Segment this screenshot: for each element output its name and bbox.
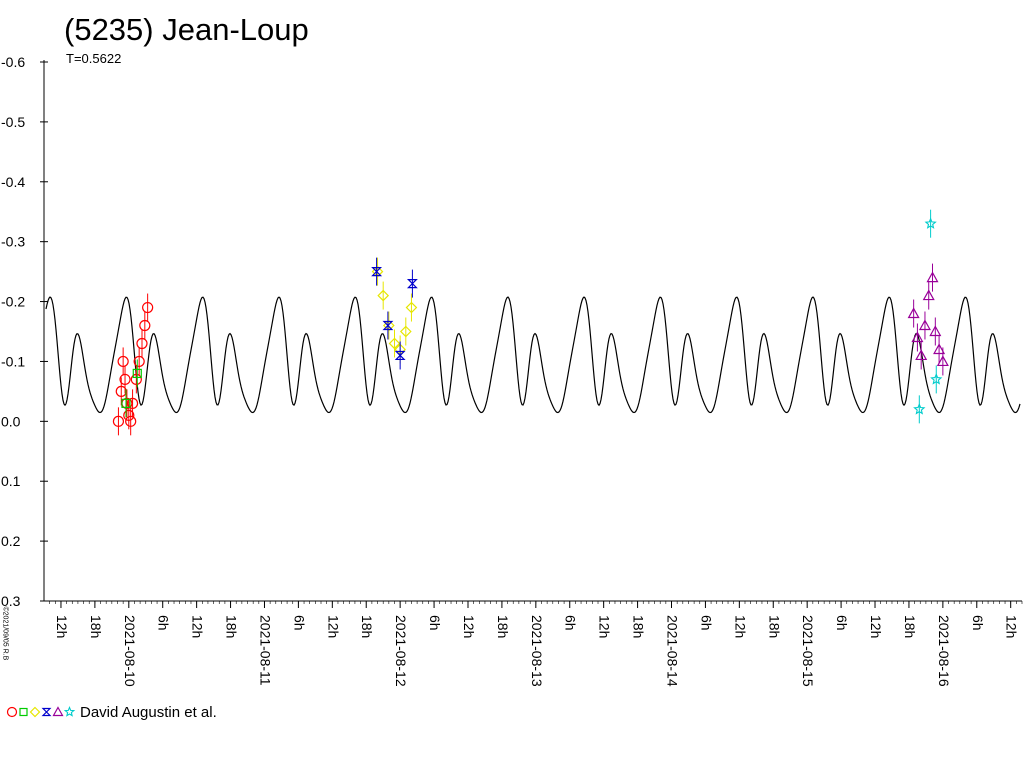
legend-marker-square <box>19 707 28 717</box>
data-point-triangle <box>922 289 935 301</box>
x-tick-label: 18h <box>902 615 918 638</box>
x-tick-label: 6h <box>427 615 443 631</box>
data-point-circle <box>123 409 135 421</box>
x-tick-label: 12h <box>1004 615 1020 638</box>
legend-label: David Augustin et al. <box>80 704 217 721</box>
data-point-circle <box>139 319 151 332</box>
x-tick-label: 18h <box>88 615 104 638</box>
data-point-diamond <box>388 337 401 350</box>
x-tick-label: 6h <box>156 615 172 631</box>
data-point-square <box>121 398 131 408</box>
data-point-circle <box>119 373 131 386</box>
y-tick-label: 0.3 <box>1 593 21 609</box>
y-tick-label: -0.3 <box>1 234 25 250</box>
x-tick-label: 2021-08-16 <box>936 615 952 687</box>
data-point-triangle <box>911 331 924 343</box>
x-tick-label: 12h <box>597 615 613 638</box>
x-tick-label: 2021-08-12 <box>393 615 409 687</box>
x-tick-label: 12h <box>325 615 341 638</box>
x-tick-label: 12h <box>461 615 477 638</box>
data-point-circle <box>136 337 148 350</box>
x-tick-label: 18h <box>224 615 240 638</box>
x-tick-label: 6h <box>563 615 579 631</box>
legend-marker-star <box>63 706 76 717</box>
model-curve <box>45 296 1021 414</box>
data-point-star <box>924 217 937 229</box>
data-point-triangle <box>936 355 949 367</box>
data-point-triangle <box>907 307 920 319</box>
x-tick-label: 6h <box>834 615 850 631</box>
x-tick-label: 12h <box>54 615 70 638</box>
x-tick-label: 18h <box>766 615 782 638</box>
x-tick-label: 2021-08-13 <box>529 615 545 687</box>
legend-marker-triangle <box>52 706 64 717</box>
data-point-circle <box>125 415 137 427</box>
lightcurve-chart: -0.6 -0.5 -0.4 -0.3 -0.2 -0.1 0.0 0.1 0.2 0.3 12h 1… <box>1 54 1023 687</box>
x-tick-label: 18h <box>495 615 511 638</box>
data-point-triangle <box>933 343 946 355</box>
data-point-square <box>132 368 142 379</box>
legend-marker-circle <box>6 706 18 718</box>
data-point-triangle <box>915 349 928 361</box>
legend-marker-hourglass <box>41 707 52 717</box>
x-tick-label: 18h <box>359 615 375 638</box>
y-tick-label: -0.5 <box>1 114 25 130</box>
y-tick-label: 0.0 <box>1 413 21 429</box>
data-point-circle <box>130 373 142 386</box>
data-point-circle <box>126 397 139 409</box>
y-tick-label: -0.1 <box>1 353 25 369</box>
x-tick-label: 6h <box>970 615 986 631</box>
y-tick-label: -0.2 <box>1 294 25 310</box>
y-tick-label: 0.1 <box>1 473 21 489</box>
x-tick-label: 12h <box>868 615 884 638</box>
data-point-circle <box>142 301 154 314</box>
y-tick-label: 0.2 <box>1 533 21 549</box>
y-tick-label: -0.6 <box>1 54 25 70</box>
data-point-hourglass <box>406 278 418 289</box>
x-tick-label: 12h <box>190 615 206 638</box>
x-tick-label: 2021-08-15 <box>800 615 816 687</box>
data-point-hourglass <box>394 350 406 361</box>
legend-marker-diamond <box>29 706 41 718</box>
x-tick-label: 6h <box>291 615 307 631</box>
data-point-diamond <box>377 289 390 302</box>
data-point-hourglass <box>371 267 383 277</box>
x-tick-label: 12h <box>732 615 748 638</box>
data-point-hourglass <box>382 320 394 331</box>
x-tick-label: 2021-08-11 <box>257 615 273 686</box>
data-point-circle <box>117 355 129 368</box>
data-point-circle <box>112 415 125 427</box>
chart-title: (5235) Jean-Loup <box>64 12 309 47</box>
legend-markers <box>6 706 76 718</box>
data-point-diamond <box>405 301 418 314</box>
data-point-diamond <box>399 325 412 338</box>
chart-subtitle: T=0.5622 <box>66 51 122 66</box>
data-point-triangle <box>918 319 931 331</box>
x-tick-label: 2021-08-10 <box>122 615 138 687</box>
data-point-circle <box>133 355 145 368</box>
data-point-star <box>930 372 943 385</box>
data-point-triangle <box>929 325 942 337</box>
data-point-triangle <box>926 271 939 283</box>
x-tick-label: 2021-08-14 <box>665 615 681 687</box>
x-tick-label: 18h <box>631 615 647 638</box>
x-tick-label: 6h <box>698 615 714 631</box>
y-tick-label: -0.4 <box>1 174 25 190</box>
data-point-star <box>913 402 926 415</box>
